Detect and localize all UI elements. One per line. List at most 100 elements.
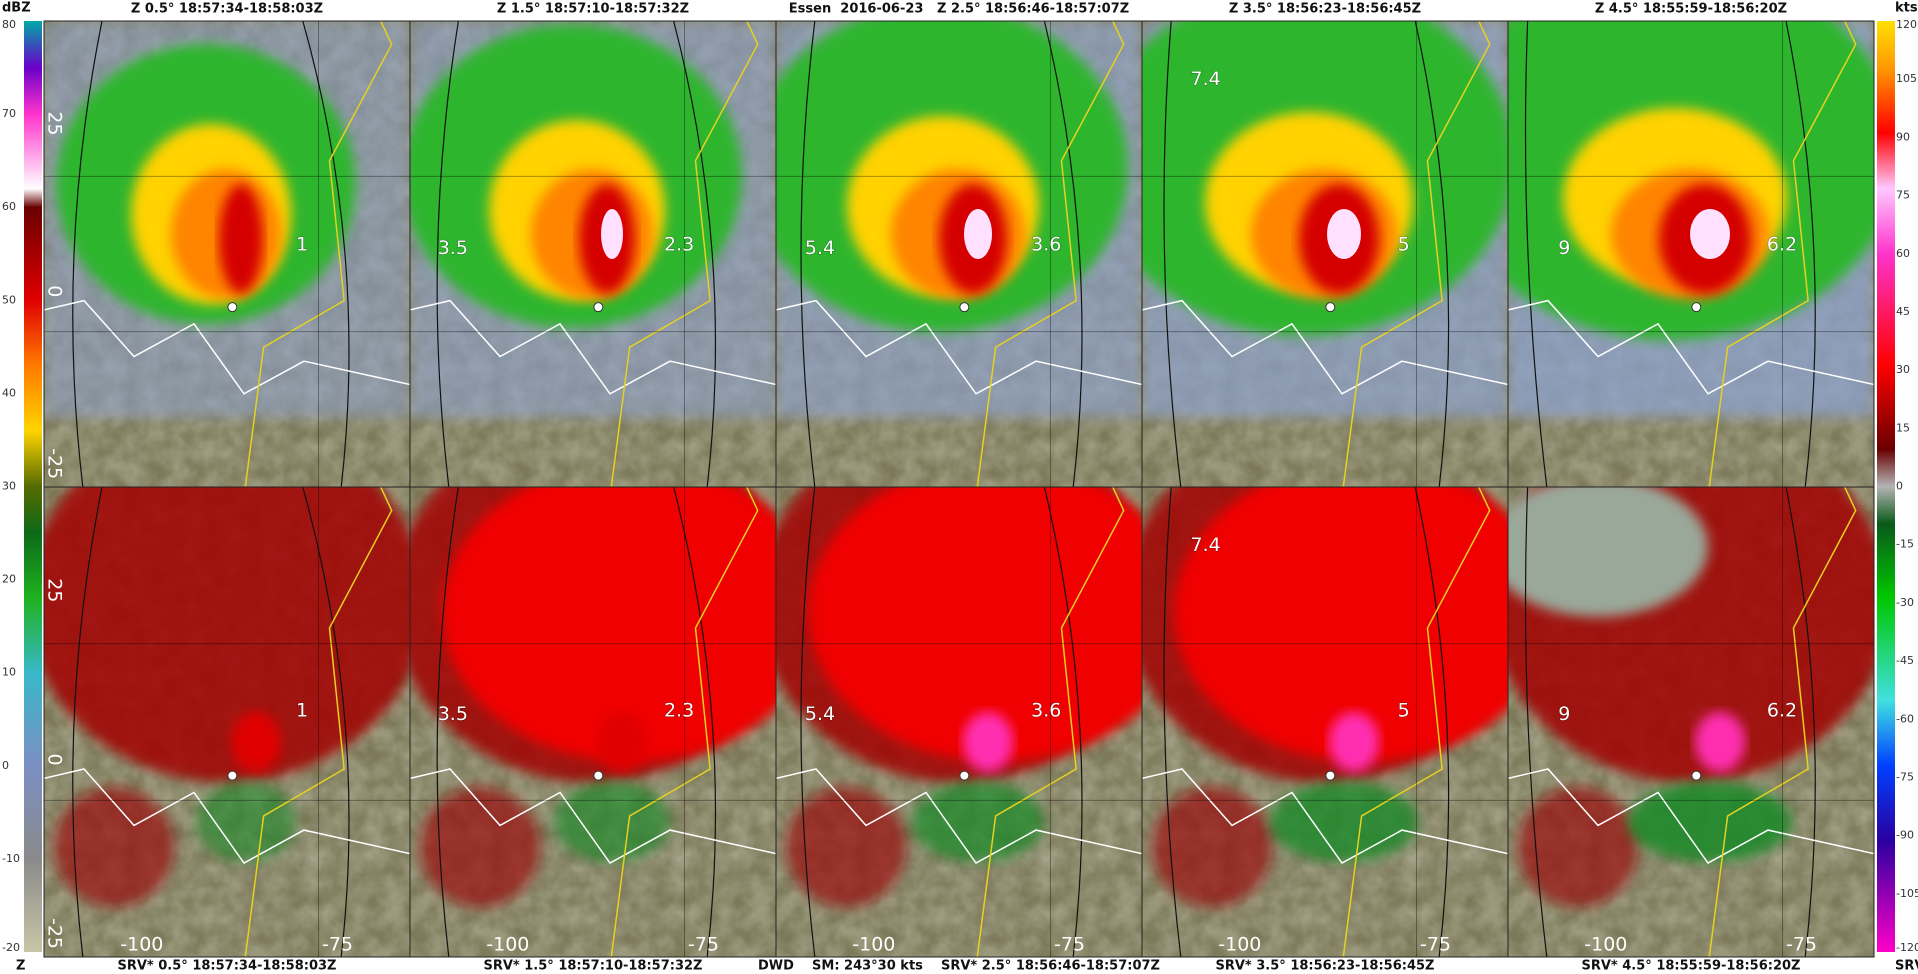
storm-marker [1325,302,1336,313]
range-ring [72,21,103,487]
range-ring [672,21,717,487]
panel-title: Essen 2016-06-23 Z 2.5° 18:56:46-18:57:0… [789,2,1129,17]
colorbar-footer: Z [16,959,25,974]
panel-title: SRV* 1.5° 18:57:10-18:57:32Z [484,959,703,974]
colorbar-footer: SRV [1895,959,1918,974]
colorbar [1877,21,1895,952]
velocity [1628,782,1793,862]
colorbar-tick-label: -45 [1896,654,1914,667]
colorbar-tick-label: -90 [1896,829,1914,842]
storm-marker [959,770,970,781]
echo [601,209,624,259]
range-ring [1043,487,1083,957]
x-axis-label: -100 [120,934,163,956]
storm-marker [1691,302,1702,313]
panel-title: SRV* 4.5° 18:55:59-18:56:20Z [1582,959,1801,974]
storm-marker [227,770,238,781]
range-ring [1785,487,1816,957]
radar-panel [1142,487,1508,957]
velocity [963,712,1014,772]
range-ring [800,21,816,487]
colorbar-tick-label: 105 [1896,72,1917,85]
border [244,487,393,957]
border [1708,21,1857,487]
echo [1690,209,1731,259]
velocity [1329,712,1380,772]
velocity [1152,787,1272,907]
range-ring [302,487,350,957]
range-ring [1524,21,1548,487]
colorbar-tick-label: -20 [2,941,20,954]
storm-marker [1691,770,1702,781]
height-label: 5 [1398,233,1410,255]
range-ring [1414,487,1450,957]
colorbar-tick-label: -120 [1896,941,1918,954]
height-label: 7.4 [1190,534,1220,556]
colorbar-tick-label: 80 [2,18,16,31]
radar-panel [1508,21,1874,487]
range-ring [72,487,103,957]
border [610,487,759,957]
colorbar-tick-label: 40 [2,386,16,399]
echo [1327,209,1362,259]
panel-title: SRV* 3.5° 18:56:23-18:56:45Z [1216,959,1435,974]
height-label: 5.4 [805,237,835,259]
storm-marker [227,302,238,313]
height-label: 1 [296,233,308,255]
y-axis-label: 0 [44,285,66,297]
radar-panel [44,21,410,487]
border [1708,487,1857,957]
echo [219,184,264,294]
colorbar-tick-label: -10 [2,852,20,865]
colorbar-tick-label: 75 [1896,189,1910,202]
colorbar-tick-label: 120 [1896,18,1917,31]
y-axis-label: 25 [44,111,66,135]
colorbar-tick-label: -75 [1896,770,1914,783]
x-axis-label: -75 [1054,934,1085,956]
x-axis-label: -75 [1420,934,1451,956]
range-ring [672,487,717,957]
range-ring [436,21,460,487]
panel-title: DWD SM: 243°30 kts SRV* 2.5° 18:56:46-18… [758,959,1160,974]
colorbar [24,21,42,952]
border [44,768,410,864]
panel-title: Z 3.5° 18:56:23-18:56:45Z [1229,2,1421,17]
x-axis-label: -75 [1786,934,1817,956]
border [1342,487,1491,957]
height-label: 2.3 [664,233,694,255]
colorbar-tick-label: 30 [2,480,16,493]
range-ring [1043,21,1083,487]
range-ring [800,487,816,957]
border [1142,768,1508,864]
colorbar-tick-label: -60 [1896,712,1914,725]
height-label: 3.5 [438,237,468,259]
colorbar-tick-label: 70 [2,107,16,120]
height-label: 3.6 [1031,699,1061,721]
velocity [597,712,648,772]
panel-title: SRV* 0.5° 18:57:34-18:58:03Z [118,959,337,974]
height-label: 5.4 [805,703,835,725]
velocity [196,782,297,862]
velocity [1508,487,1708,617]
border [1508,768,1874,864]
border [410,299,776,395]
height-label: 6.2 [1767,699,1797,721]
panel-title: Z 4.5° 18:55:59-18:56:20Z [1595,2,1787,17]
height-label: 7.4 [1190,68,1220,90]
x-axis-label: -75 [322,934,353,956]
colorbar-unit: kts [1895,1,1918,16]
colorbar-tick-label: 30 [1896,363,1910,376]
velocity [786,787,906,907]
velocity [1174,487,1508,762]
radar-panel [44,487,410,957]
height-label: 9 [1558,237,1570,259]
velocity [912,782,1045,862]
velocity [1695,712,1746,772]
border [976,487,1125,957]
colorbar-tick-label: -30 [1896,596,1914,609]
colorbar-tick-label: 10 [2,666,16,679]
colorbar-tick-label: 0 [2,759,9,772]
range-ring [1524,487,1548,957]
storm-marker [593,770,604,781]
colorbar-tick-label: 60 [2,200,16,213]
